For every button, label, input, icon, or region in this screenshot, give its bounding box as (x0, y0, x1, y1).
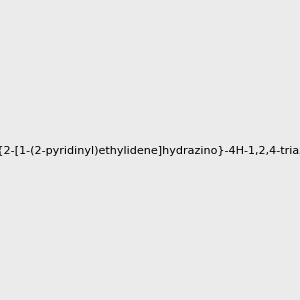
Text: N-2-adamantyl-2-[(5-{2-[1-(2-pyridinyl)ethylidene]hydrazino}-4H-1,2,4-triazol-3-: N-2-adamantyl-2-[(5-{2-[1-(2-pyridinyl)e… (0, 146, 300, 157)
